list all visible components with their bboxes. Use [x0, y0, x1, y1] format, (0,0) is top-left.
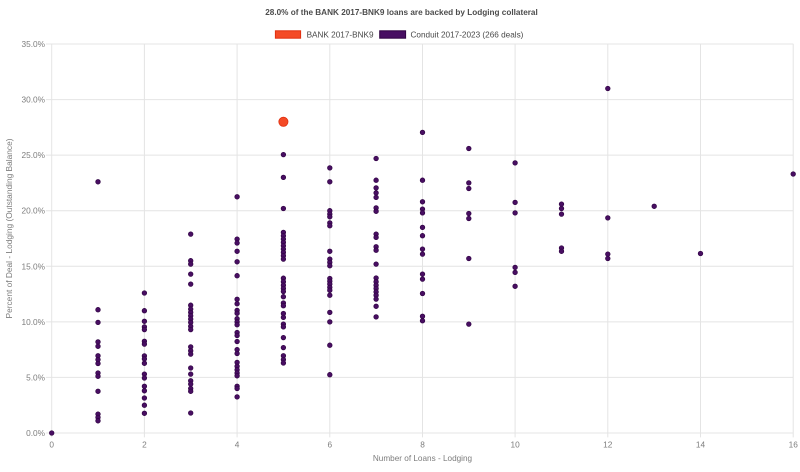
svg-text:30.0%: 30.0%	[21, 95, 45, 105]
svg-text:0: 0	[49, 440, 54, 450]
svg-text:2: 2	[142, 440, 147, 450]
svg-text:Percent of Deal - Lodging (Out: Percent of Deal - Lodging (Outstanding B…	[4, 138, 14, 318]
svg-text:4: 4	[235, 440, 240, 450]
svg-text:12: 12	[603, 440, 613, 450]
svg-text:Number of Loans - Lodging: Number of Loans - Lodging	[373, 454, 473, 463]
svg-text:25.0%: 25.0%	[21, 150, 45, 160]
svg-text:35.0%: 35.0%	[21, 39, 45, 49]
svg-text:16: 16	[789, 440, 799, 450]
svg-text:10.0%: 10.0%	[21, 317, 45, 327]
svg-text:8: 8	[420, 440, 425, 450]
svg-text:5.0%: 5.0%	[26, 372, 46, 382]
svg-text:14: 14	[696, 440, 706, 450]
svg-text:20.0%: 20.0%	[21, 206, 45, 216]
svg-text:6: 6	[327, 440, 332, 450]
svg-text:28.0% of the BANK 2017-BNK9 lo: 28.0% of the BANK 2017-BNK9 loans are ba…	[265, 8, 538, 17]
svg-text:Conduit 2017-2023 (266 deals): Conduit 2017-2023 (266 deals)	[411, 30, 524, 39]
svg-text:10: 10	[510, 440, 520, 450]
svg-text:15.0%: 15.0%	[21, 261, 45, 271]
svg-text:BANK 2017-BNK9: BANK 2017-BNK9	[307, 30, 374, 39]
svg-text:0.0%: 0.0%	[26, 428, 46, 438]
